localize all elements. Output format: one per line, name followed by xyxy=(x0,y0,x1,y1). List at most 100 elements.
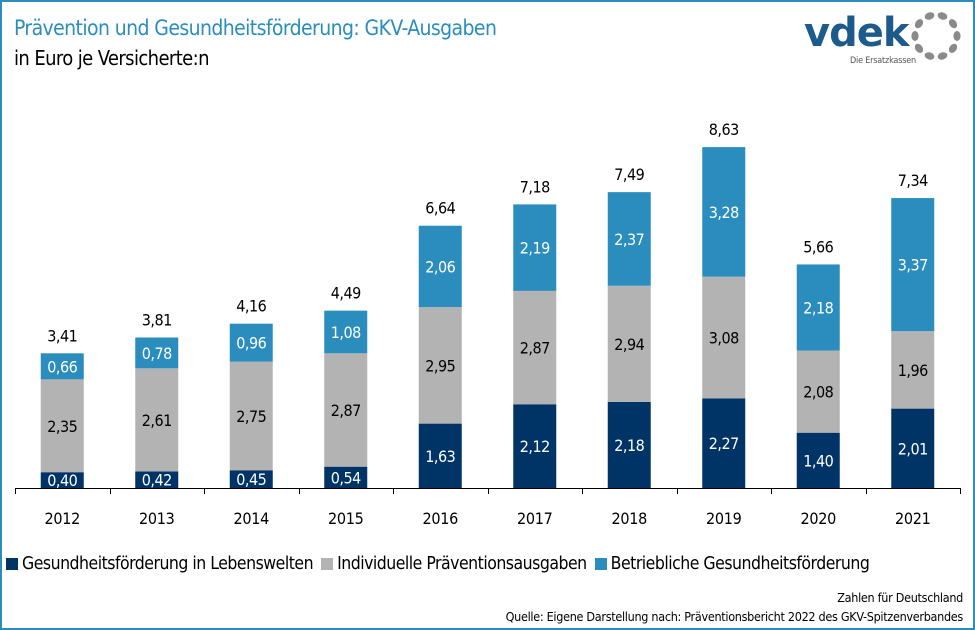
bar-segment-lebenswelten xyxy=(229,470,273,488)
x-tick-label: 2015 xyxy=(328,509,363,528)
bar-segment-betrieblich xyxy=(702,147,746,277)
bar-total-label: 7,49 xyxy=(614,165,644,184)
bar-segment-individuell xyxy=(702,276,746,399)
bar-segment-betrieblich xyxy=(135,337,179,369)
footer-note: Zahlen für Deutschland xyxy=(837,590,963,605)
bar-value-label: 2,27 xyxy=(709,434,739,453)
x-tick-label: 2018 xyxy=(612,509,648,528)
logo-dot xyxy=(924,12,935,20)
logo-circle-icon xyxy=(911,12,961,60)
legend-item-lebenswelten: Gesundheitsförderung in Lebenswelten xyxy=(6,554,314,574)
logo-tagline: Die Ersatzkassen xyxy=(850,56,916,66)
bar-segment-individuell xyxy=(324,353,368,467)
x-tick-label: 2021 xyxy=(895,509,930,528)
bar-value-label: 2,18 xyxy=(614,436,644,455)
bar-total-label: 7,34 xyxy=(898,171,928,190)
x-tick-label: 2013 xyxy=(139,509,175,528)
bar-total-label: 6,64 xyxy=(425,199,455,218)
bar-value-label: 0,40 xyxy=(47,471,77,490)
bar-total-label: 3,41 xyxy=(47,326,77,345)
bar-total-label: 4,16 xyxy=(236,297,266,316)
bar-segment-betrieblich xyxy=(229,323,273,362)
x-tick-label: 2012 xyxy=(45,509,80,528)
bar-value-label: 2,75 xyxy=(236,407,266,426)
legend-label: Gesundheitsförderung in Lebenswelten xyxy=(22,554,314,574)
bar-value-label: 2,06 xyxy=(425,257,455,276)
bar-segment-lebenswelten xyxy=(702,398,746,488)
bar-segment-betrieblich xyxy=(40,353,84,380)
bar-segment-individuell xyxy=(607,285,651,402)
bar-value-label: 2,35 xyxy=(47,417,77,436)
bar-value-label: 2,12 xyxy=(520,437,550,456)
bar-value-label: 2,87 xyxy=(331,401,361,420)
bar-segment-betrieblich xyxy=(607,192,651,286)
legend-swatch-lebenswelten xyxy=(6,558,18,570)
stacked-bar-chart: 0,40 2,35 0,66 3,41 0,42 2,61 0,78 3,81 0,45 2,75… xyxy=(15,120,961,528)
bar-segment-lebenswelten xyxy=(418,423,462,488)
bar-value-label: 0,42 xyxy=(142,471,172,490)
legend: Gesundheitsförderung in Lebenswelten Ind… xyxy=(6,554,870,574)
chart-subtitle: in Euro je Versicherte:n xyxy=(14,46,210,70)
chart-title: Prävention und Gesundheitsförderung: GKV… xyxy=(14,16,497,40)
legend-label: Individuelle Präventionsausgaben xyxy=(337,554,587,574)
bar-value-label: 2,95 xyxy=(425,356,455,375)
legend-label: Betriebliche Gesundheitsförderung xyxy=(610,554,870,574)
logo-dot xyxy=(924,52,935,60)
bar-total-label: 8,63 xyxy=(709,120,739,139)
bar-total-label: 4,49 xyxy=(331,284,361,303)
x-tick-label: 2019 xyxy=(706,509,742,528)
bar-segment-betrieblich xyxy=(418,225,462,308)
bar-segment-betrieblich xyxy=(513,204,557,291)
bar-segment-individuell xyxy=(40,379,84,473)
bar-total-label: 3,81 xyxy=(142,311,172,330)
logo-dot xyxy=(948,43,958,53)
x-tick-label: 2016 xyxy=(423,509,459,528)
logo-dot xyxy=(953,31,961,41)
bar-total-label: 5,66 xyxy=(803,237,833,256)
bar-value-label: 2,61 xyxy=(142,411,172,430)
chart-frame-right xyxy=(973,0,975,630)
logo-dot xyxy=(948,19,958,29)
bar-segment-individuell xyxy=(418,307,462,424)
x-tick-label: 2020 xyxy=(801,509,837,528)
bar-value-label: 2,01 xyxy=(898,439,928,458)
bar-segment-betrieblich xyxy=(796,264,840,351)
legend-item-betrieblich: Betriebliche Gesundheitsförderung xyxy=(594,554,870,574)
bar-value-label: 1,63 xyxy=(425,447,455,466)
bar-value-label: 3,28 xyxy=(709,203,739,222)
vdek-logo: vdek Die Ersatzkassen xyxy=(802,8,972,68)
footer-source: Quelle: Eigene Darstellung nach: Prävent… xyxy=(505,609,964,624)
bar-value-label: 0,78 xyxy=(142,344,172,363)
bar-value-label: 3,08 xyxy=(709,329,739,348)
bar-total-label: 7,18 xyxy=(520,177,550,196)
bar-value-label: 2,19 xyxy=(520,239,550,258)
logo-dot xyxy=(914,43,924,53)
bar-value-label: 0,96 xyxy=(236,334,266,353)
bar-value-label: 3,37 xyxy=(898,256,928,275)
bar-segment-lebenswelten xyxy=(891,408,935,488)
bar-value-label: 0,54 xyxy=(331,468,361,487)
legend-swatch-betrieblich xyxy=(594,558,607,570)
bar-value-label: 1,96 xyxy=(898,361,928,380)
bar-value-label: 2,08 xyxy=(803,383,833,402)
bar-segment-lebenswelten xyxy=(796,432,840,488)
x-tick-label: 2014 xyxy=(234,509,270,528)
bar-value-label: 0,45 xyxy=(236,470,266,489)
bar-value-label: 2,87 xyxy=(520,339,550,358)
bar-value-label: 0,66 xyxy=(47,357,77,376)
logo-dot xyxy=(911,31,919,41)
bar-segment-betrieblich xyxy=(324,310,368,354)
bar-segment-individuell xyxy=(513,290,557,405)
bar-value-label: 2,37 xyxy=(614,230,644,249)
legend-item-individuell: Individuelle Präventionsausgaben xyxy=(321,554,587,574)
legend-swatch-individuell xyxy=(321,558,334,570)
bar-segment-individuell xyxy=(891,331,935,409)
bar-segment-lebenswelten xyxy=(324,466,368,488)
bar-segment-betrieblich xyxy=(891,198,935,332)
bar-value-label: 1,08 xyxy=(331,323,361,342)
bar-value-label: 1,40 xyxy=(803,451,833,470)
bar-value-label: 2,94 xyxy=(614,335,644,354)
logo-wordmark: vdek xyxy=(804,10,909,56)
bar-segment-lebenswelten xyxy=(135,471,179,488)
